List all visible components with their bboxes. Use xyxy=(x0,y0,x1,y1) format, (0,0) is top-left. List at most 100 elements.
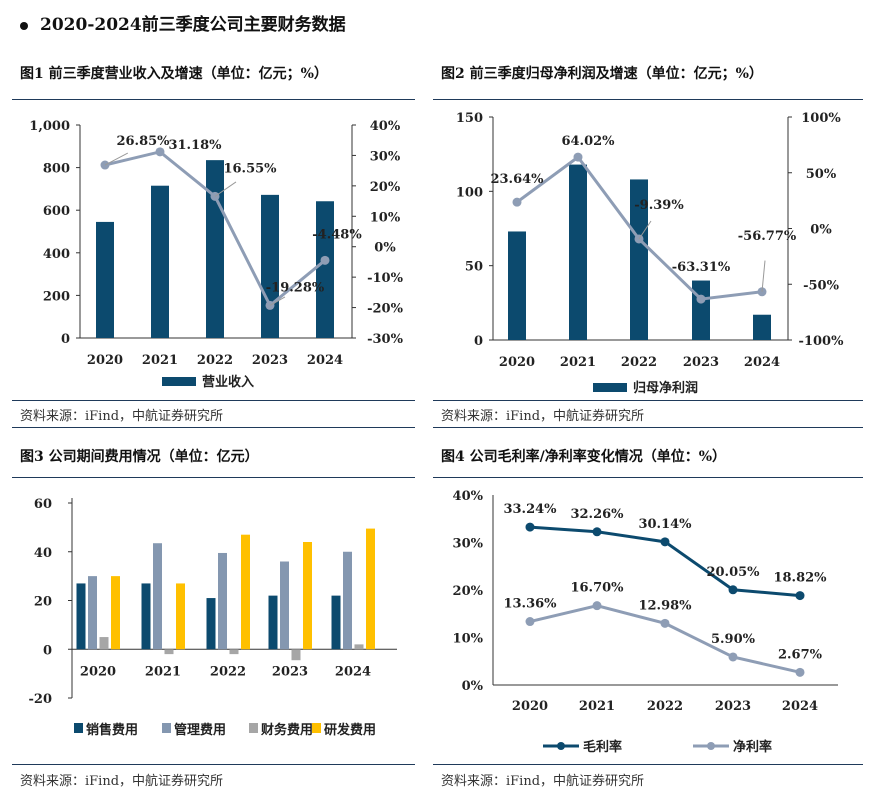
bar-3 xyxy=(111,576,120,650)
x-tick-label: 2022 xyxy=(647,699,683,714)
label-leader xyxy=(269,296,286,306)
bar-3 xyxy=(241,534,250,650)
line-point xyxy=(795,667,805,677)
x-tick-label: 2020 xyxy=(80,664,116,679)
x-tick-label: 2022 xyxy=(210,664,246,679)
x-tick-label: 2024 xyxy=(307,353,343,368)
y-tick-label: 30% xyxy=(453,537,484,552)
y-tick-label: 20 xyxy=(34,595,52,610)
growth-point xyxy=(512,197,522,207)
chart1-revenue: 0 200 400 600 800 1,000 -30% -20% -10% 0% 10% 20% 30… xyxy=(29,119,403,390)
bar-2 xyxy=(291,649,301,661)
y-tick-label: 0 xyxy=(43,643,52,658)
bar-1 xyxy=(218,552,227,650)
data-label: 12.98% xyxy=(638,598,692,613)
data-label: 32.26% xyxy=(570,507,624,522)
legend-label: 归母净利润 xyxy=(633,380,698,396)
divider xyxy=(433,764,863,765)
bar xyxy=(692,280,710,340)
y2-tick-label: 30% xyxy=(370,149,401,164)
legend-swatch xyxy=(249,723,258,733)
growth-data-label: -9.39% xyxy=(634,198,684,213)
chart2-title: 图2 前三季度归母净利润及增速（单位：亿元；%） xyxy=(441,66,763,82)
x-tick-label: 2024 xyxy=(335,664,371,679)
bar-1 xyxy=(280,561,289,650)
bar-0 xyxy=(141,583,151,650)
bar xyxy=(630,179,648,340)
x-tick-label: 2020 xyxy=(499,355,535,370)
line-point xyxy=(660,537,670,547)
bar xyxy=(96,221,114,338)
growth-data-label: 16.55% xyxy=(223,161,277,176)
divider xyxy=(433,400,863,401)
y-tick-label: 40 xyxy=(34,546,52,561)
y2-tick-label: -50% xyxy=(803,278,839,293)
bar-0 xyxy=(76,583,86,650)
divider xyxy=(12,427,415,428)
line-point xyxy=(660,618,670,628)
growth-data-label: 64.02% xyxy=(561,134,615,149)
divider xyxy=(12,764,415,765)
y2-tick-label: -30% xyxy=(367,332,403,347)
line-point xyxy=(592,601,602,611)
main-title-text: 2020-2024前三季度公司主要财务数据 xyxy=(40,15,346,35)
label-leader xyxy=(761,260,766,292)
growth-data-label: 31.18% xyxy=(168,138,222,153)
chart1-title: 图1 前三季度营业收入及增速（单位：亿元；%） xyxy=(20,66,328,82)
y-tick-label: 40% xyxy=(453,489,484,504)
y-tick-label: 1,000 xyxy=(29,119,70,134)
legend-swatch xyxy=(162,723,171,733)
x-tick-label: 2021 xyxy=(560,355,596,370)
chart4-margins: 0% 10% 20% 30% 40% 2020 2021 2022 2023 2024 33.24%… xyxy=(453,489,838,755)
y-tick-label: 150 xyxy=(456,111,483,126)
bar-2 xyxy=(164,649,174,655)
bar-1 xyxy=(153,543,162,650)
bar-0 xyxy=(206,598,216,650)
data-label: 5.90% xyxy=(711,632,756,647)
growth-data-label: -63.31% xyxy=(672,260,731,275)
y-tick-label: 800 xyxy=(43,162,70,177)
legend-label: 管理费用 xyxy=(174,722,226,738)
chart2-source: 资料来源：iFind，中航证券研究所 xyxy=(441,409,645,424)
divider xyxy=(433,99,863,100)
chart2-net-profit: 0 50 100 150 -100% -50% 0% 50% 100% 2020 2021 2022 2… xyxy=(456,111,844,396)
x-tick-label: 2023 xyxy=(683,355,719,370)
data-label: 30.14% xyxy=(638,517,692,532)
legend-label: 净利率 xyxy=(733,739,772,755)
y2-tick-label: -10% xyxy=(367,271,403,286)
legend-label: 毛利率 xyxy=(583,739,622,755)
divider xyxy=(433,427,863,428)
bar-2 xyxy=(99,637,109,650)
growth-data-label: -56.77% xyxy=(738,229,797,244)
y-tick-label: 400 xyxy=(43,247,70,262)
legend-marker xyxy=(557,742,565,750)
x-tick-label: 2023 xyxy=(252,353,288,368)
growth-point xyxy=(155,147,165,157)
bar-3 xyxy=(176,583,185,650)
bar-2 xyxy=(354,644,364,650)
bar xyxy=(569,164,587,340)
legend-swatch xyxy=(593,383,627,392)
bar xyxy=(261,194,279,338)
bullet-icon xyxy=(20,21,28,30)
x-tick-label: 2023 xyxy=(715,699,751,714)
growth-data-label: 23.64% xyxy=(490,172,544,187)
y-tick-label: 0 xyxy=(61,332,70,347)
line-point xyxy=(592,527,602,537)
bar-2 xyxy=(229,649,239,655)
growth-data-label: -4.48% xyxy=(312,227,362,242)
line-1 xyxy=(529,604,801,674)
line-point xyxy=(525,522,535,532)
y2-tick-label: 0% xyxy=(810,223,832,238)
x-tick-label: 2024 xyxy=(782,699,818,714)
divider xyxy=(12,477,415,478)
bar xyxy=(753,314,771,340)
y-tick-label: 100 xyxy=(456,185,483,200)
y-tick-label: 200 xyxy=(43,289,70,304)
line-point xyxy=(795,591,805,601)
y-tick-label: 10% xyxy=(453,632,484,647)
bar-0 xyxy=(331,595,341,650)
growth-point xyxy=(100,160,110,170)
x-tick-label: 2022 xyxy=(197,353,233,368)
data-label: 13.36% xyxy=(503,597,557,612)
